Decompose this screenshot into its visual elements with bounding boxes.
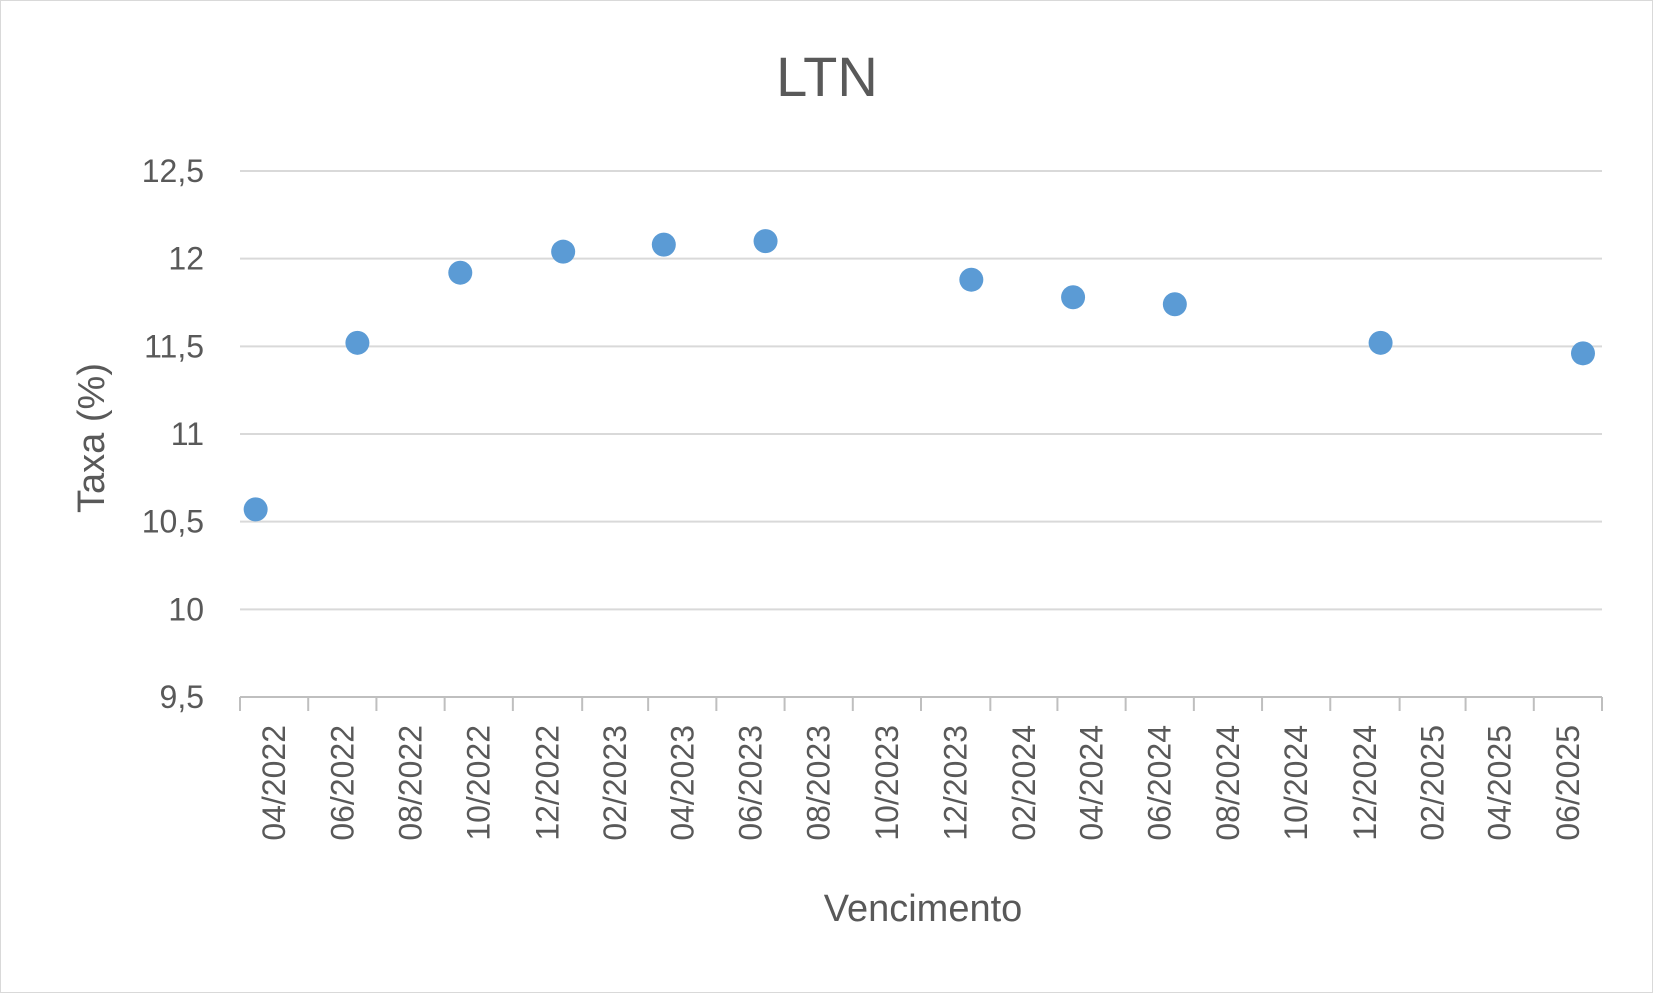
x-tick-label: 10/2022 xyxy=(461,725,497,841)
data-points xyxy=(243,229,1595,522)
x-tick-label: 10/2023 xyxy=(869,725,905,841)
data-point xyxy=(1061,285,1086,310)
data-point xyxy=(651,232,676,257)
x-tick-label: 04/2023 xyxy=(664,725,700,841)
x-tick-label: 10/2024 xyxy=(1278,725,1314,841)
x-tick-label: 02/2023 xyxy=(597,725,633,841)
y-tick-label: 9,5 xyxy=(160,679,204,715)
data-point xyxy=(448,260,473,285)
data-point xyxy=(753,229,778,254)
x-tick-label: 04/2022 xyxy=(256,725,292,841)
x-tick-label: 08/2023 xyxy=(801,725,837,841)
x-tick-label: 04/2024 xyxy=(1074,725,1110,841)
x-tick-label: 04/2025 xyxy=(1482,725,1518,841)
y-tick-label: 10,5 xyxy=(142,504,204,540)
y-tick-label: 12 xyxy=(168,241,204,277)
y-axis-title: Taxa (%) xyxy=(71,363,113,513)
x-tick-label: 06/2023 xyxy=(732,725,768,841)
x-tick-labels: 04/2022 06/2022 08/2022 10/2022 12/2022 02/20… xyxy=(256,725,1586,841)
data-point xyxy=(345,330,370,355)
y-tick-label: 12,5 xyxy=(142,153,204,189)
data-point xyxy=(1570,341,1595,366)
y-tick-label: 11,5 xyxy=(144,328,204,364)
x-tick-label: 06/2024 xyxy=(1142,725,1178,841)
y-tick-labels: 9,5 10 10,5 11 11,5 12 12,5 xyxy=(142,153,204,715)
x-tick-label: 06/2022 xyxy=(324,725,360,841)
gridlines xyxy=(240,170,1602,611)
data-point xyxy=(243,497,268,522)
axes xyxy=(239,696,1603,711)
x-axis-title: Vencimento xyxy=(824,888,1023,930)
x-tick-label: 12/2022 xyxy=(530,725,566,841)
data-point xyxy=(1368,330,1393,355)
x-tick-label: 08/2022 xyxy=(393,725,429,841)
x-tick-label: 02/2024 xyxy=(1006,725,1042,841)
y-tick-label: 11 xyxy=(171,416,204,452)
chart-title: LTN xyxy=(776,45,878,108)
x-tick-label: 02/2025 xyxy=(1415,725,1451,841)
y-tick-label: 10 xyxy=(168,591,204,627)
data-point xyxy=(551,239,576,264)
x-tick-label: 12/2024 xyxy=(1347,725,1383,841)
x-tick-label: 08/2024 xyxy=(1210,725,1246,841)
data-point xyxy=(1162,292,1187,317)
data-point xyxy=(959,267,984,292)
x-tick-label: 12/2023 xyxy=(938,725,974,841)
x-tick-label: 06/2025 xyxy=(1550,725,1586,841)
